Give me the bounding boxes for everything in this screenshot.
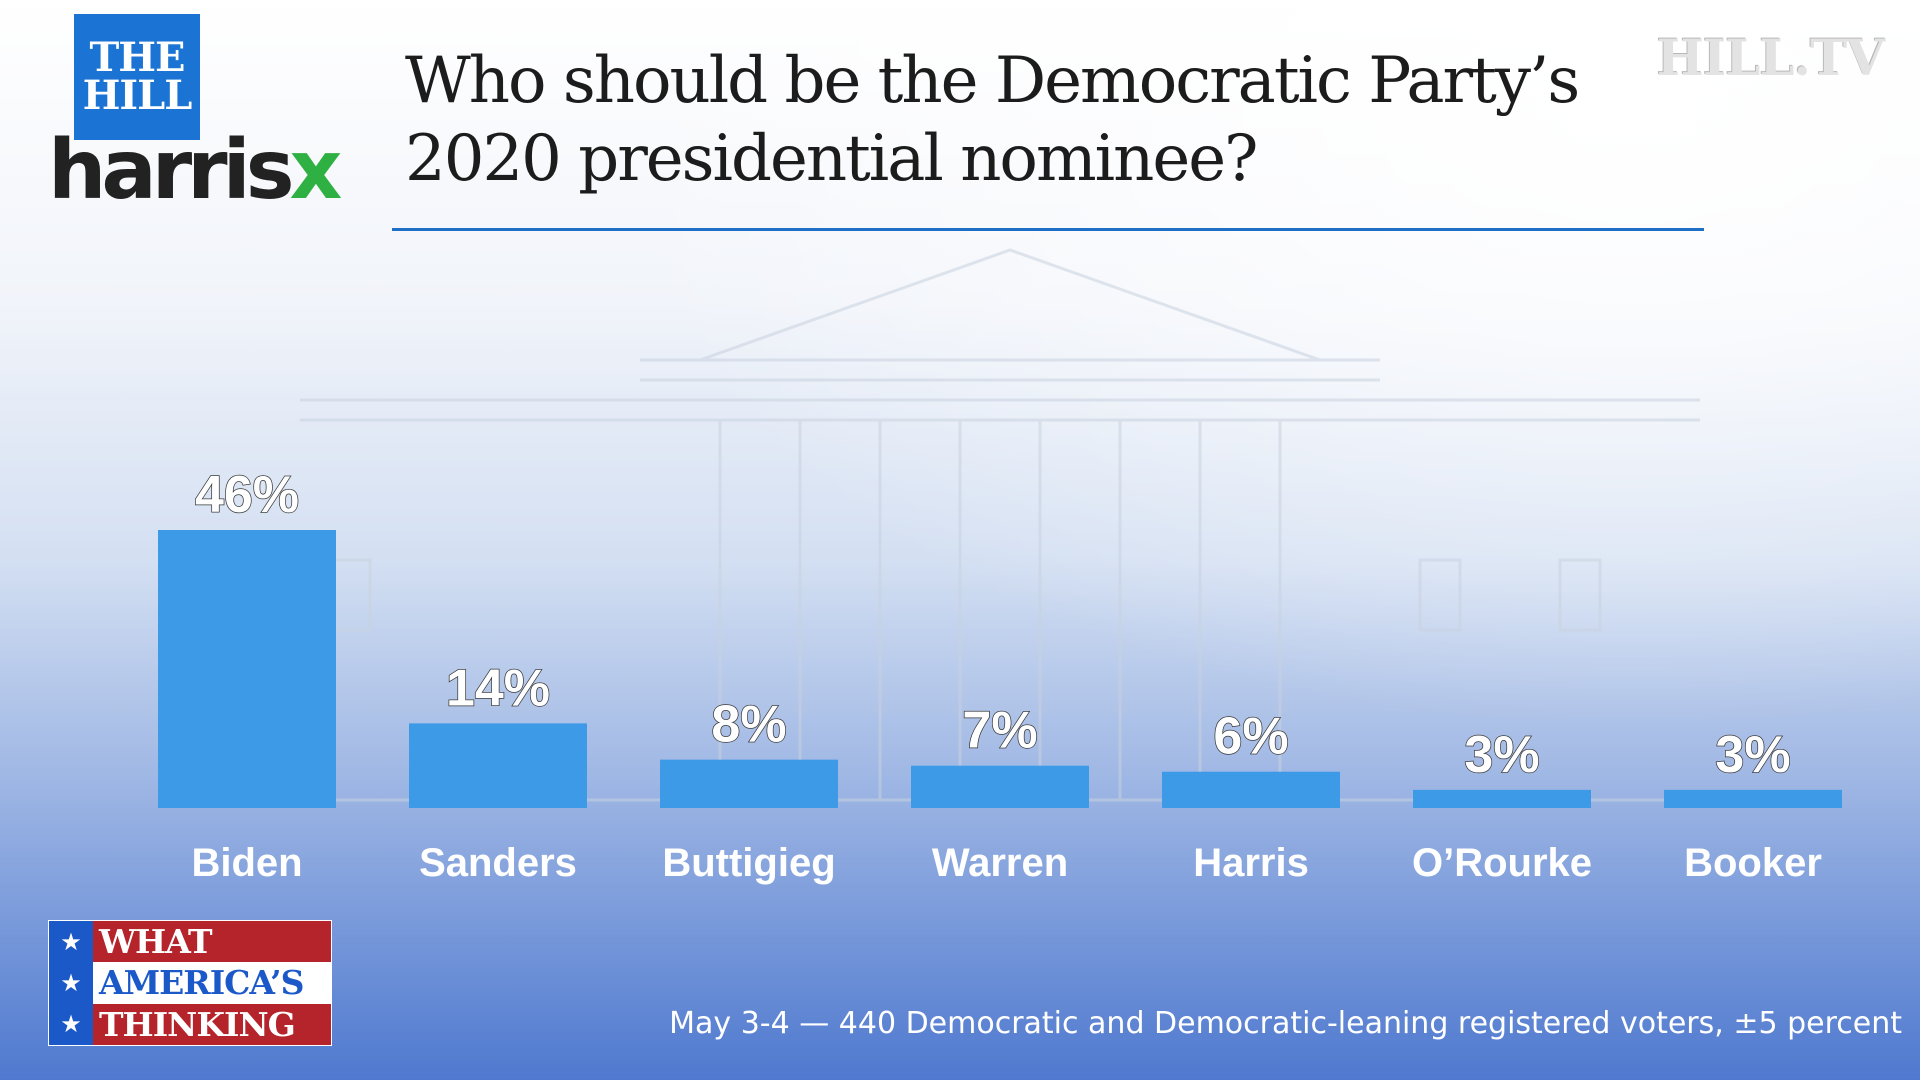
value-label-2: 14% <box>446 659 550 717</box>
category-label-1: Biden <box>191 841 302 885</box>
value-label-5: 6% <box>1213 708 1288 766</box>
category-label-7: Booker <box>1684 841 1822 885</box>
hilltv-watermark: HILL.TV <box>1656 28 1885 87</box>
bar-4 <box>911 765 1089 808</box>
hill-logo-line1: THE <box>89 34 185 81</box>
category-label-3: Buttigieg <box>662 841 835 885</box>
what-americas-thinking-badge: ★ ★ ★ WHAT AMERICA’S THINKING <box>48 920 332 1046</box>
value-label-6: 3% <box>1464 726 1539 784</box>
hill-logo-line2: HILL <box>82 72 193 119</box>
badge-line-3: THINKING <box>93 1003 331 1045</box>
survey-footnote: May 3-4 — 440 Democratic and Democratic-… <box>669 1006 1902 1041</box>
star-icon: ★ <box>60 927 82 956</box>
title-divider <box>392 228 1704 231</box>
harrisx-accent-text: x <box>289 123 343 218</box>
the-hill-logo: THE HILL <box>74 14 200 140</box>
value-label-3: 8% <box>711 696 786 754</box>
chart-title: Who should be the Democratic Party’s 202… <box>405 44 1580 196</box>
badge-line-1: WHAT <box>93 921 331 963</box>
bar-3 <box>660 759 838 808</box>
category-label-2: Sanders <box>419 841 577 885</box>
bar-1 <box>158 530 336 808</box>
category-label-5: Harris <box>1193 841 1309 885</box>
category-label-6: O’Rourke <box>1412 841 1592 885</box>
badge-words: WHAT AMERICA’S THINKING <box>93 921 331 1045</box>
harrisx-logo: harrisx <box>48 123 343 218</box>
value-label-7: 3% <box>1715 726 1790 784</box>
bar-6 <box>1413 789 1591 808</box>
value-label-4: 7% <box>962 702 1037 760</box>
badge-line-2: AMERICA’S <box>93 962 331 1004</box>
harrisx-main-text: harris <box>48 123 295 218</box>
value-label-1: 46% <box>195 466 299 524</box>
bar-5 <box>1162 771 1340 808</box>
bar-2 <box>409 723 587 808</box>
category-label-4: Warren <box>932 841 1068 885</box>
bar-7 <box>1664 789 1842 808</box>
badge-stars: ★ ★ ★ <box>49 921 93 1045</box>
star-icon: ★ <box>60 968 82 997</box>
star-icon: ★ <box>60 1010 82 1039</box>
